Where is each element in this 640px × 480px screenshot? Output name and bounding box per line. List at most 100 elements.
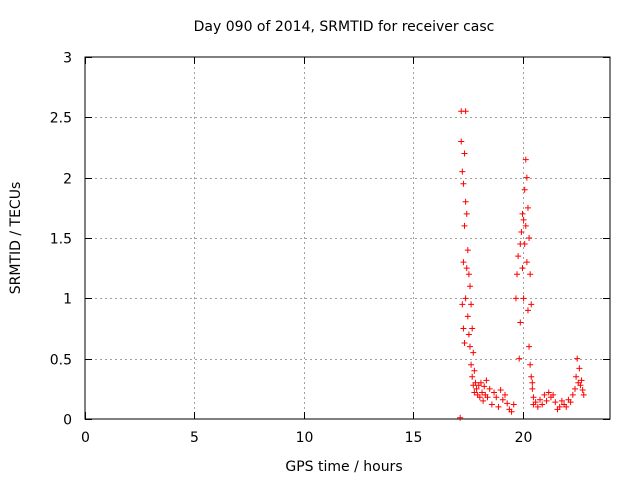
data-point bbox=[510, 401, 517, 408]
data-point bbox=[459, 168, 466, 175]
y-tick-label: 3 bbox=[63, 51, 72, 67]
data-point bbox=[462, 108, 469, 115]
chart-title: Day 090 of 2014, SRMTID for receiver cas… bbox=[194, 19, 495, 35]
data-point bbox=[457, 414, 464, 421]
data-point bbox=[515, 253, 522, 260]
data-point bbox=[556, 403, 563, 410]
data-points bbox=[457, 108, 587, 421]
data-point bbox=[518, 228, 525, 235]
y-tick-label: 2 bbox=[63, 172, 72, 188]
data-point bbox=[520, 216, 527, 223]
data-point bbox=[469, 373, 476, 380]
data-point bbox=[523, 259, 530, 266]
data-point bbox=[545, 389, 552, 396]
data-point bbox=[462, 295, 469, 302]
data-point bbox=[463, 210, 470, 217]
data-point bbox=[522, 156, 529, 163]
data-point bbox=[480, 397, 487, 404]
data-point bbox=[508, 408, 515, 415]
x-tick-label: 20 bbox=[515, 430, 533, 446]
y-tick-label: 1.5 bbox=[50, 232, 72, 248]
data-point bbox=[469, 325, 476, 332]
data-point bbox=[504, 400, 511, 407]
data-point bbox=[517, 319, 524, 326]
data-point bbox=[481, 383, 488, 390]
x-tick-label: 15 bbox=[405, 430, 423, 446]
data-point bbox=[519, 210, 526, 217]
y-tick-label: 0 bbox=[63, 413, 72, 429]
data-point bbox=[532, 399, 539, 406]
data-point bbox=[465, 271, 472, 278]
data-point bbox=[476, 394, 483, 401]
data-point bbox=[537, 396, 543, 403]
data-point bbox=[502, 391, 508, 398]
data-point bbox=[522, 222, 529, 229]
data-point bbox=[488, 401, 495, 408]
data-point bbox=[521, 186, 528, 193]
data-point bbox=[486, 385, 493, 392]
data-point bbox=[465, 331, 472, 338]
data-point bbox=[519, 265, 526, 272]
data-point bbox=[471, 389, 478, 396]
data-point bbox=[527, 271, 534, 278]
data-point bbox=[577, 382, 584, 389]
data-point bbox=[468, 301, 475, 308]
data-point bbox=[460, 180, 467, 187]
data-point bbox=[569, 391, 576, 398]
data-point bbox=[558, 397, 565, 404]
x-axis-label: GPS time / hours bbox=[285, 459, 402, 475]
data-point bbox=[579, 387, 586, 394]
grid-lines bbox=[85, 57, 610, 419]
data-point bbox=[458, 138, 465, 145]
data-point bbox=[572, 385, 578, 392]
data-point bbox=[574, 355, 581, 362]
data-point bbox=[526, 343, 533, 350]
data-point bbox=[573, 373, 580, 380]
y-axis-label: SRMTID / TECUs bbox=[8, 182, 24, 295]
data-point bbox=[484, 394, 491, 401]
x-tick-label: 10 bbox=[296, 430, 314, 446]
data-point bbox=[543, 397, 550, 404]
data-point bbox=[464, 247, 471, 254]
data-point bbox=[462, 198, 469, 205]
axis-ticks: 0 0.5 1 1.5 2 2.5 3 0 5 10 15 20 bbox=[50, 51, 610, 446]
data-point bbox=[520, 295, 527, 302]
data-point bbox=[539, 401, 546, 408]
x-tick-label: 5 bbox=[190, 430, 199, 446]
data-point bbox=[524, 204, 531, 211]
data-point bbox=[580, 391, 587, 398]
data-point bbox=[459, 301, 466, 308]
data-point bbox=[461, 150, 468, 157]
data-point bbox=[552, 399, 559, 406]
data-point bbox=[495, 403, 502, 410]
data-point bbox=[529, 385, 536, 392]
data-point bbox=[461, 222, 468, 229]
y-tick-label: 1 bbox=[63, 292, 72, 308]
data-point bbox=[529, 379, 536, 386]
data-point bbox=[472, 379, 479, 386]
data-point bbox=[491, 389, 498, 396]
data-point bbox=[467, 343, 473, 350]
data-point bbox=[528, 301, 535, 308]
data-point bbox=[493, 394, 500, 401]
data-point bbox=[563, 403, 570, 410]
data-point bbox=[468, 361, 475, 368]
data-point bbox=[550, 391, 557, 398]
data-point bbox=[463, 265, 470, 272]
data-point bbox=[461, 339, 468, 346]
data-point bbox=[578, 377, 585, 384]
data-point bbox=[528, 373, 535, 380]
data-point bbox=[512, 295, 519, 302]
data-point bbox=[514, 271, 521, 278]
data-point bbox=[477, 379, 484, 386]
data-point bbox=[473, 385, 480, 392]
data-point bbox=[576, 365, 583, 372]
data-point bbox=[471, 367, 478, 374]
data-point bbox=[524, 307, 531, 314]
data-point bbox=[499, 396, 506, 403]
data-point bbox=[467, 283, 473, 290]
data-point bbox=[497, 387, 504, 394]
data-point bbox=[470, 349, 477, 356]
